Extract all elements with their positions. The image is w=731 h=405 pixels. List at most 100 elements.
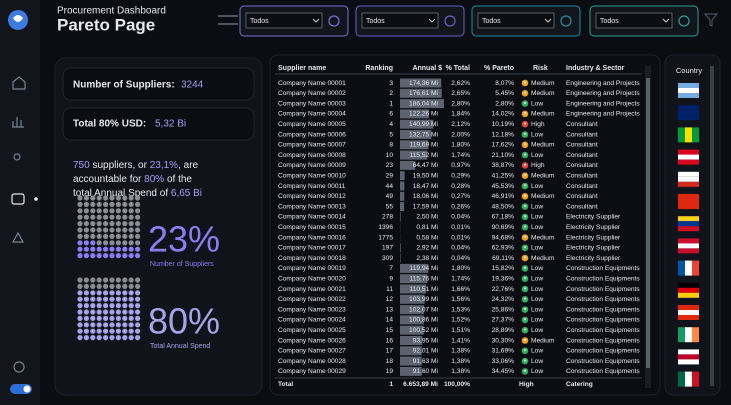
flag-stripe[interactable] (678, 127, 685, 143)
flag-stripe[interactable] (678, 93, 699, 98)
flag-stripe[interactable] (678, 110, 699, 116)
waffle-dot (115, 221, 121, 227)
cell: 1,80% (451, 142, 470, 149)
risk-glyph (523, 91, 527, 95)
flag-stripe[interactable] (692, 371, 699, 387)
flag-stripe[interactable] (678, 115, 699, 121)
flag-stripe[interactable] (678, 216, 699, 222)
waffle-dot-filled (96, 303, 102, 309)
risk-glyph (523, 246, 527, 249)
waffle-dot-filled (122, 253, 128, 259)
flag-stripe[interactable] (678, 176, 699, 182)
flag-stripe[interactable] (678, 88, 699, 93)
cell: 62,93% (492, 245, 515, 252)
total-cell: Catering (566, 381, 593, 388)
flag-stripe[interactable] (678, 305, 699, 310)
flag-stripe[interactable] (685, 371, 692, 387)
flag-stripe[interactable] (678, 238, 699, 244)
flag-stripe[interactable] (678, 371, 685, 387)
flag-stripe[interactable] (678, 315, 699, 320)
flag-stripe[interactable] (678, 154, 699, 160)
filter-dropdown[interactable] (245, 12, 323, 29)
flag-stripe[interactable] (678, 287, 699, 293)
suppliers-value: 3244 (181, 80, 204, 91)
flag-stripe[interactable] (685, 327, 692, 343)
flag-stripe[interactable] (678, 327, 685, 343)
risk-glyph (523, 194, 527, 198)
waffle-dot-filled (96, 328, 102, 334)
waffle-dot-filled (83, 240, 89, 246)
flag-stripe[interactable] (678, 282, 699, 288)
waffle-dot-filled (90, 290, 96, 296)
flag-stripe[interactable] (678, 181, 699, 187)
flag-stripe[interactable] (678, 310, 699, 315)
flag-stripe[interactable] (692, 260, 699, 276)
cell: Medium (531, 337, 555, 344)
cell: 176,61 Mi (409, 90, 438, 97)
cell: 132,75 Mi (409, 131, 438, 138)
clear-filter[interactable] (703, 13, 719, 27)
cell: Engineering and Projects (566, 111, 640, 118)
bar (400, 150, 428, 160)
cell: 19,36% (492, 275, 515, 282)
flag-stripe[interactable] (678, 159, 699, 165)
cell: Company Name 00025 (278, 327, 346, 334)
cell: 90,69% (492, 224, 515, 231)
flag-stripe[interactable] (678, 221, 699, 227)
nav-active-dot (34, 197, 38, 201)
flag-stripe[interactable] (678, 204, 699, 209)
flag-stripe[interactable] (678, 243, 699, 249)
cell: Medium (531, 234, 555, 241)
cell: 140,99 Mi (409, 121, 438, 128)
flag-stripe[interactable] (685, 260, 692, 276)
cell: Medium (531, 90, 555, 97)
filter-dropdown[interactable] (477, 12, 555, 29)
cell: 115,76 Mi (410, 275, 439, 282)
cell: 197 (382, 245, 393, 252)
flag-stripe[interactable] (678, 226, 699, 232)
risk-glyph (523, 287, 527, 290)
cell: 29 (386, 172, 394, 179)
flag-stripe[interactable] (685, 127, 692, 143)
flag-stripe[interactable] (678, 354, 699, 360)
nav-chart[interactable] (12, 117, 24, 128)
flag-stripe[interactable] (678, 105, 699, 111)
filter-icon[interactable] (218, 15, 238, 25)
narrative-part: 23,1% (150, 160, 178, 171)
cell: Low (531, 348, 543, 355)
flag-stripe[interactable] (678, 199, 699, 204)
cell: Low (531, 152, 543, 159)
cell: 119,94 Mi (410, 265, 439, 272)
waffle-dot-filled (103, 328, 109, 334)
flag-stripe[interactable] (678, 292, 699, 298)
cell: Low (531, 306, 543, 313)
cell: Low (531, 203, 543, 210)
flag-stripe[interactable] (678, 349, 699, 355)
flag-stripe[interactable] (678, 260, 685, 276)
nav-clock[interactable] (13, 361, 25, 373)
flag-stripe[interactable] (678, 248, 699, 254)
nav-alert[interactable] (11, 231, 25, 243)
filter-dropdown[interactable] (595, 12, 673, 29)
scrollbar-thumb[interactable] (646, 78, 650, 368)
flag-stripe[interactable] (678, 83, 699, 88)
flag-stripe[interactable] (678, 149, 699, 155)
nav-home[interactable] (12, 76, 26, 90)
country-scrollbar[interactable] (710, 66, 714, 386)
flag-stripe[interactable] (678, 171, 699, 177)
flag-stripe[interactable] (692, 127, 699, 143)
waffle-dot (103, 195, 109, 201)
cell: Company Name 00001 (278, 80, 346, 87)
flag-stripe[interactable] (678, 359, 699, 365)
total-cell: 1 (389, 381, 393, 388)
cell: 1,66% (451, 286, 470, 293)
waffle-dot-filled (122, 315, 128, 321)
flag-stripe[interactable] (692, 327, 699, 343)
cell: Company Name 00006 (278, 131, 346, 138)
nav-pages[interactable] (11, 193, 25, 205)
nav-users[interactable] (13, 153, 21, 161)
flag-stripe[interactable] (678, 194, 699, 199)
waffle-label: 23% (148, 219, 220, 260)
waffle-dot-filled (90, 296, 96, 302)
filter-dropdown[interactable] (361, 12, 439, 29)
